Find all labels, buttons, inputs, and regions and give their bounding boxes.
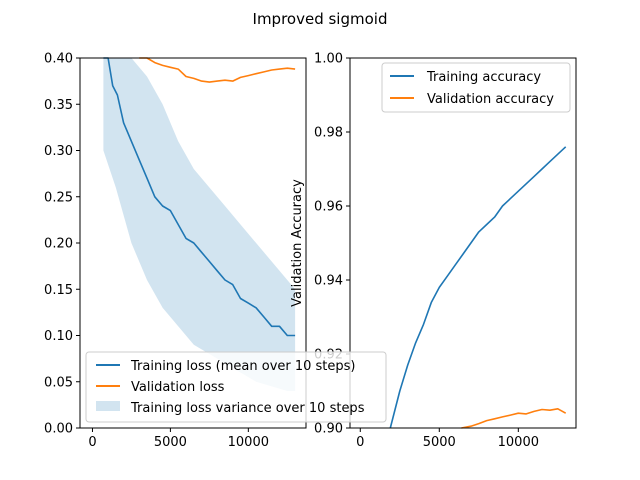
accuracy-legend: Training accuracy Validation accuracy: [381, 62, 571, 113]
accuracy-ytick-label-3: 0.96: [314, 200, 343, 215]
loss-series-2-band: [103, 58, 296, 391]
loss-xtick-label-1: 5000: [154, 435, 187, 450]
legend-label-validation-loss: Validation loss: [131, 380, 225, 395]
legend-label-loss-variance: Training loss variance over 10 steps: [130, 401, 365, 416]
figure-title: Improved sigmoid: [253, 10, 388, 28]
loss-ytick-label-5: 0.25: [44, 190, 73, 205]
accuracy-legend-box: [381, 62, 571, 113]
loss-plot-area: [103, 57, 296, 391]
loss-legend-box: [85, 351, 387, 423]
loss-ytick-label-8: 0.40: [44, 52, 73, 67]
accuracy-xtick-label-0: 0: [356, 435, 364, 450]
accuracy-ytick-label-4: 0.98: [314, 126, 343, 141]
loss-ytick-label-3: 0.15: [44, 283, 73, 298]
loss-axes: 0 5000 10000 0.00 0.05 0.10 0.15 0.20 0.25 0.30 0.…: [44, 52, 307, 451]
loss-ytick-label-1: 0.05: [44, 375, 73, 390]
loss-ytick-label-6: 0.30: [44, 144, 73, 159]
accuracy-ytick-label-5: 1.00: [314, 52, 343, 67]
loss-series-1-line: [139, 57, 296, 83]
accuracy-ytick-label-0: 0.90: [314, 422, 343, 437]
legend-label-validation-accuracy: Validation accuracy: [427, 92, 554, 107]
accuracy-plot-area: [389, 146, 567, 429]
legend-label-training-loss: Training loss (mean over 10 steps): [130, 359, 356, 374]
legend-swatch-loss-variance: [96, 401, 120, 411]
accuracy-ylabel: Validation Accuracy: [290, 179, 305, 307]
accuracy-series-1-line: [461, 407, 567, 429]
accuracy-xtick-label-1: 5000: [423, 435, 456, 450]
loss-ytick-label-4: 0.20: [44, 237, 73, 252]
loss-legend: Training loss (mean over 10 steps) Valid…: [85, 351, 387, 423]
loss-xtick-label-2: 10000: [228, 435, 269, 450]
accuracy-xtick-label-2: 10000: [498, 435, 539, 450]
loss-ytick-label-7: 0.35: [44, 98, 73, 113]
legend-label-training-accuracy: Training accuracy: [426, 70, 541, 85]
loss-ticks: 0 5000 10000 0.00 0.05 0.10 0.15 0.20 0.25 0.30 0.…: [44, 52, 269, 451]
accuracy-series-0-line: [389, 146, 567, 429]
accuracy-ytick-label-2: 0.94: [314, 274, 343, 289]
loss-series-0-line: [103, 57, 296, 337]
accuracy-axes-frame: [349, 57, 577, 429]
loss-ytick-label-0: 0.00: [44, 422, 73, 437]
loss-xtick-label-0: 0: [88, 435, 96, 450]
loss-ytick-label-2: 0.10: [44, 329, 73, 344]
